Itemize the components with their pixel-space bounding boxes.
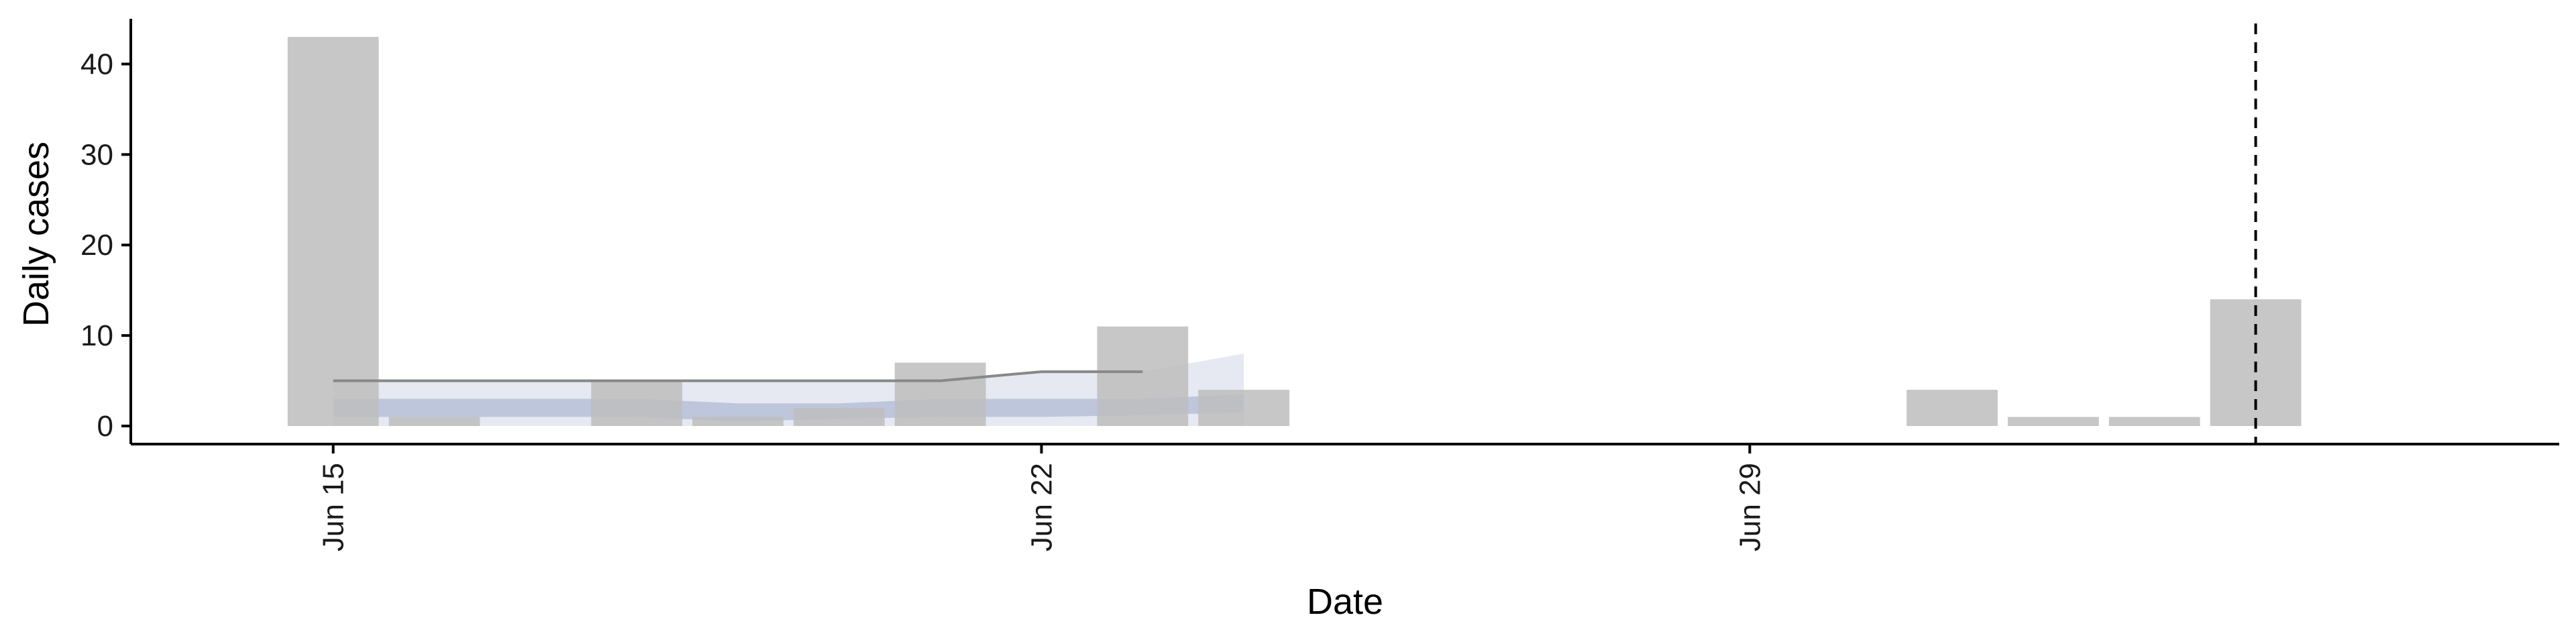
x-tick-label: Jun 29: [1733, 463, 1766, 551]
y-tick-label: 20: [80, 229, 113, 262]
x-axis-title: Date: [1307, 582, 1383, 622]
bar: [1907, 390, 1998, 427]
inner-uncertainty-band: [333, 394, 1244, 422]
y-ticks: 0 10 20 30 40: [80, 48, 131, 443]
y-axis-title: Daily cases: [16, 142, 56, 327]
y-tick-label: 30: [80, 138, 113, 171]
bar-series: [287, 36, 2302, 427]
bar: [2007, 417, 2099, 427]
bar: [388, 417, 480, 427]
x-tick-label: Jun 15: [317, 463, 350, 551]
y-tick-label: 10: [80, 319, 113, 352]
nowcast-bands: [333, 354, 1244, 427]
median-line-group: [333, 370, 1143, 382]
y-tick-label: 0: [97, 410, 113, 443]
bar: [1198, 390, 1290, 427]
bar: [287, 36, 379, 427]
bar: [2108, 417, 2200, 427]
y-tick-label: 40: [80, 48, 113, 80]
bar: [894, 362, 986, 427]
x-tick-label: Jun 22: [1026, 463, 1059, 551]
bar: [1097, 326, 1189, 427]
bar: [793, 408, 885, 427]
median-line: [333, 370, 1143, 382]
x-ticks: Jun 15 Jun 22 Jun 29: [317, 444, 1766, 551]
outer-uncertainty-band: [333, 354, 1244, 427]
bar: [591, 380, 683, 427]
axes: 0 10 20 30 40 Jun 15 Jun 22 Jun 29: [80, 19, 2559, 551]
bar: [692, 417, 784, 427]
